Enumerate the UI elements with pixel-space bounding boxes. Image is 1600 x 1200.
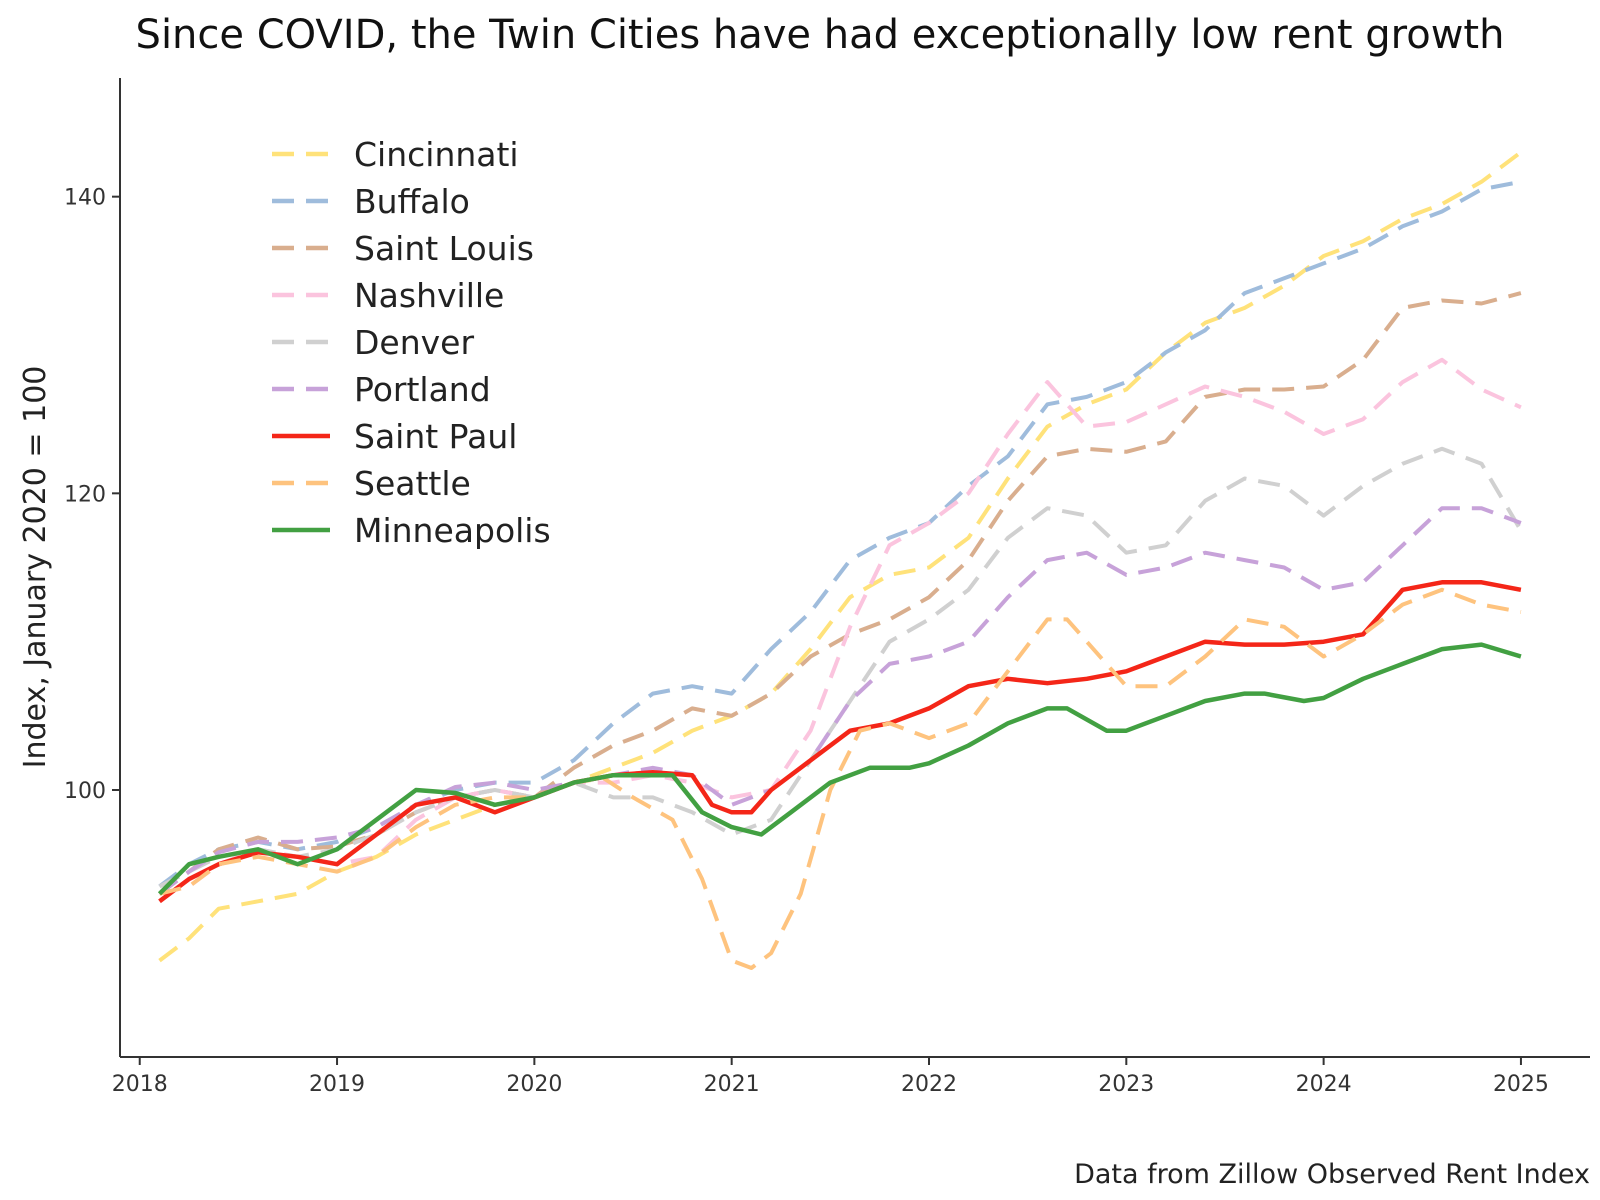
caption: Data from Zillow Observed Rent Index: [1074, 1159, 1590, 1190]
x-tick-label: 2024: [1296, 1072, 1352, 1097]
legend-label-nashville: Nashville: [354, 276, 504, 315]
series-line-saint-paul: [158, 580, 1522, 904]
y-axis-label: Index, January 2020 = 100: [18, 366, 53, 769]
axes: 2018 2019 2020 2021 2022 2023 2024 2025 100 120 14…: [64, 78, 1590, 1097]
legend-label-seattle: Seattle: [354, 464, 471, 503]
x-tick-label: 2023: [1098, 1072, 1154, 1097]
x-tick-label: 2019: [309, 1072, 365, 1097]
x-tick-label: 2018: [112, 1072, 168, 1097]
series-line-portland: [158, 506, 1522, 896]
legend-label-cincinnati: Cincinnati: [354, 135, 519, 174]
y-tick-label: 140: [64, 186, 106, 211]
x-tick-label: 2025: [1493, 1072, 1549, 1097]
series-line-seattle: [159, 587, 1522, 970]
legend-label-saint-louis: Saint Louis: [354, 229, 534, 268]
chart-title: Since COVID, the Twin Cities have had ex…: [136, 12, 1505, 58]
series-line-buffalo: [158, 179, 1522, 888]
x-tick-label: 2021: [704, 1072, 760, 1097]
legend-label-minneapolis: Minneapolis: [354, 511, 551, 550]
legend-label-portland: Portland: [354, 370, 491, 409]
series-line-minneapolis: [157, 642, 1522, 896]
y-tick-label: 100: [64, 779, 106, 804]
y-tick-label: 120: [64, 482, 106, 507]
series-line-saint-louis: [158, 291, 1522, 896]
legend: Cincinnati Buffalo Saint Louis Nashville Den…: [272, 135, 551, 550]
x-tick-label: 2022: [901, 1072, 957, 1097]
legend-label-denver: Denver: [354, 323, 474, 362]
plot-area: [157, 150, 1523, 970]
legend-label-saint-paul: Saint Paul: [354, 417, 517, 456]
legend-label-buffalo: Buffalo: [354, 182, 470, 221]
x-tick-label: 2020: [506, 1072, 562, 1097]
